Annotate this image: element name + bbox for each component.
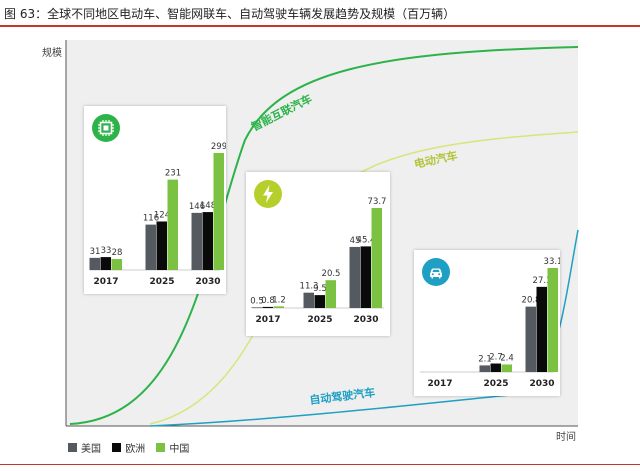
data-label: 45.4 [357,235,376,245]
bar-eu-2030 [202,212,213,270]
data-label: 31 [90,247,101,257]
bar-us-2030 [525,306,536,372]
panel-connected: 31 33 28 2017 116 124 231 2025 146 148 299 2030 [84,106,226,294]
data-label: 45 [350,236,361,246]
data-label: 33.1 [544,257,560,267]
data-label: 146 [189,202,205,212]
data-label: 1.2 [272,295,286,305]
data-label: 2.7 [489,353,503,363]
bars-autonomous: 2017 2.12.72.4 2025 20.8 27.1 33.1 2030 [420,257,560,389]
category-label: 2030 [353,315,378,325]
bar-cn-2017 [273,306,284,308]
data-label: 28 [112,248,123,258]
bar-us-2025 [479,365,490,372]
data-label: 11.3 [300,282,319,292]
bar-us-2017 [89,257,100,270]
data-label: 124 [154,210,170,220]
panel-ev: 0.5 0.8 1.2 2017 11.3 9.5 20.5 2025 45 45.4 73.7 20… [246,172,390,336]
category-label: 2030 [195,277,220,287]
lightning-icon [254,180,282,208]
data-label: 299 [211,142,226,152]
curve-connected [69,46,579,425]
curve-label-autonomous: 自动驾驶汽车 [309,385,376,407]
bar-eu-2025 [490,363,501,372]
bar-us-2025 [303,292,314,308]
bar-us-2030 [349,246,360,308]
curve-autonomous [149,229,579,427]
bar-cn-2025 [325,280,336,308]
legend-label-eu: 欧洲 [125,444,146,455]
data-label: 33 [101,246,112,256]
data-label: 27.1 [533,276,552,286]
data-label: 2.4 [500,353,514,363]
bottom-rule [0,464,640,465]
bar-eu-2025 [156,221,167,270]
bar-us-2025 [145,224,156,270]
legend-swatch-eu [112,443,122,452]
bar-eu-2017 [262,306,273,308]
data-label: 2.1 [478,354,492,364]
x-axis-label: 时间 [556,432,576,443]
chip-icon [92,114,120,142]
y-axis-label: 规模 [42,48,62,59]
category-label: 2025 [483,379,508,389]
legend-swatch-cn [156,443,166,452]
legend-label-cn: 中国 [169,444,190,455]
panel-autonomous: 2017 2.1 2.7 2.4 2025 20.8 27.1 33.1 2030 [414,250,560,396]
category-label: 2017 [93,277,118,287]
car-icon [422,258,450,286]
bar-eu-2017 [100,257,111,270]
legend-item-eu: 欧洲 [112,440,145,455]
figure-title: 图 63：全球不同地区电动车、智能网联车、自动驾驶车辆发展趋势及规模（百万辆） [4,7,456,21]
legend-label-us: 美国 [81,444,101,455]
data-label: 116 [143,214,159,224]
legend-swatch-us [68,443,77,452]
bar-eu-2025 [314,295,325,308]
data-label: 0.5 [250,296,264,306]
data-label: 20.8 [522,296,541,306]
legend-item-cn: 中国 [156,440,189,455]
data-label: 73.7 [368,197,387,207]
category-label: 2017 [427,379,452,389]
bar-cn-2030 [213,153,224,270]
data-label: 148 [200,201,216,211]
bar-cn-2025 [501,364,512,372]
bar-eu-2030 [360,246,371,308]
data-label: 20.5 [322,269,341,279]
bar-us-2017 [251,307,262,308]
data-label: 9.5 [313,284,327,294]
legend-item-us: 美国 [68,440,101,455]
data-label: 231 [165,169,181,179]
bar-cn-2025 [167,179,178,270]
category-label: 2025 [149,277,174,287]
bar-cn-2017 [111,259,122,270]
bar-eu-2030 [536,286,547,372]
category-label: 2030 [529,379,554,389]
category-label: 2017 [255,315,280,325]
bar-us-2030 [191,212,202,270]
bar-cn-2030 [371,208,382,308]
legend: 美国 欧洲 中国 [68,440,197,455]
title-rule [0,25,640,27]
data-label: 0.8 [261,296,275,306]
bar-cn-2030 [547,268,558,372]
category-label: 2025 [307,315,332,325]
